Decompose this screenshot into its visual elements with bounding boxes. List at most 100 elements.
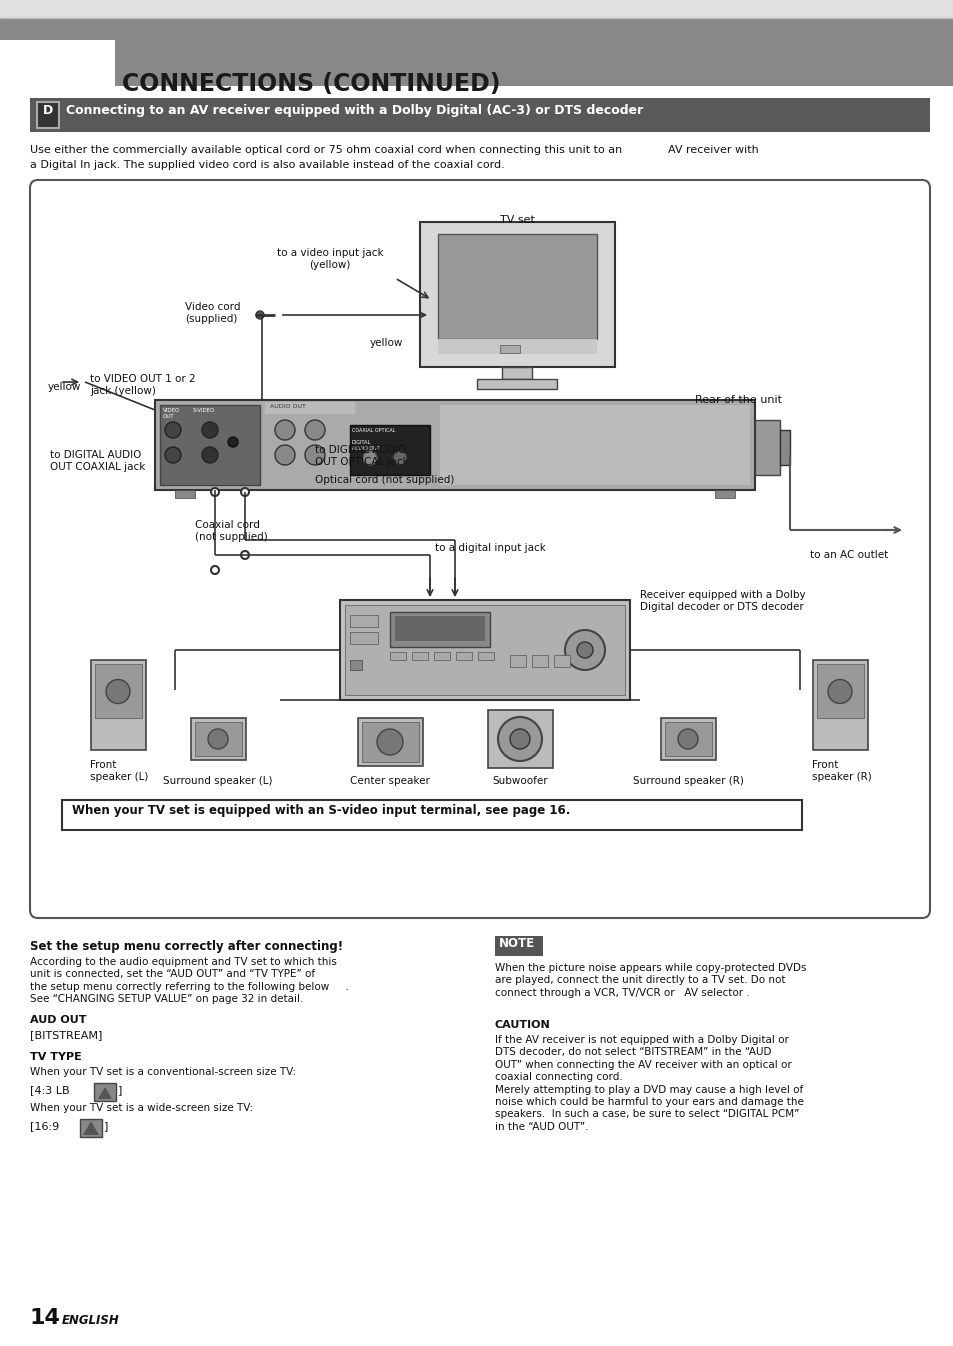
Bar xyxy=(660,717,716,760)
Bar xyxy=(390,651,406,660)
Bar xyxy=(495,935,542,956)
Bar xyxy=(174,490,194,498)
Text: Set the setup menu correctly after connecting!: Set the setup menu correctly after conne… xyxy=(30,940,343,953)
Circle shape xyxy=(255,311,264,319)
Text: to an AC outlet: to an AC outlet xyxy=(809,551,887,560)
Text: CONNECTIONS (CONTINUED): CONNECTIONS (CONTINUED) xyxy=(122,71,500,96)
Bar xyxy=(390,612,490,647)
Bar xyxy=(816,664,863,717)
Circle shape xyxy=(305,446,325,464)
Text: AUDIO OUT: AUDIO OUT xyxy=(270,404,306,409)
Bar xyxy=(477,651,494,660)
Text: Center speaker: Center speaker xyxy=(350,777,430,786)
Bar xyxy=(664,721,711,756)
Text: COAXIAL OPTICAL: COAXIAL OPTICAL xyxy=(352,428,395,433)
Text: to DIGITAL AUDIO
OUT COAXIAL jack: to DIGITAL AUDIO OUT COAXIAL jack xyxy=(50,450,145,472)
Circle shape xyxy=(827,680,851,704)
Bar xyxy=(0,40,115,86)
Text: If the AV receiver is not equipped with a Dolby Digital or
DTS decoder, do not s: If the AV receiver is not equipped with … xyxy=(495,1035,803,1132)
Circle shape xyxy=(564,630,604,670)
Bar xyxy=(194,721,242,756)
Bar xyxy=(754,420,780,475)
Text: TV set: TV set xyxy=(499,215,534,225)
Text: Coaxial cord
(not supplied): Coaxial cord (not supplied) xyxy=(194,520,268,542)
Bar xyxy=(350,615,377,627)
Bar xyxy=(361,721,418,762)
Text: to DIGITAL AUDIO
OUT OPTICAL jack: to DIGITAL AUDIO OUT OPTICAL jack xyxy=(314,446,408,467)
Circle shape xyxy=(241,551,249,559)
Circle shape xyxy=(497,717,541,760)
Circle shape xyxy=(211,489,219,495)
Circle shape xyxy=(274,446,294,464)
Circle shape xyxy=(510,730,530,748)
Text: to a video input jack
(yellow): to a video input jack (yellow) xyxy=(276,248,383,271)
Bar xyxy=(395,616,484,641)
Bar xyxy=(350,633,377,643)
Circle shape xyxy=(678,730,698,748)
Bar xyxy=(532,656,547,668)
Text: When your TV set is a wide-screen size TV:: When your TV set is a wide-screen size T… xyxy=(30,1102,253,1113)
Bar xyxy=(476,380,557,389)
Circle shape xyxy=(305,420,325,440)
Polygon shape xyxy=(98,1088,112,1098)
Text: S-VIDEO: S-VIDEO xyxy=(193,408,215,413)
Bar xyxy=(439,405,749,485)
Bar xyxy=(554,656,569,668)
Circle shape xyxy=(202,423,218,437)
Text: [4:3 LB: [4:3 LB xyxy=(30,1085,70,1096)
FancyBboxPatch shape xyxy=(30,180,929,918)
Circle shape xyxy=(165,447,181,463)
Text: ENGLISH: ENGLISH xyxy=(62,1314,120,1327)
Bar xyxy=(714,490,734,498)
Bar xyxy=(0,17,953,86)
Text: Subwoofer: Subwoofer xyxy=(492,777,547,786)
Text: AUD OUT: AUD OUT xyxy=(30,1015,87,1026)
Circle shape xyxy=(393,451,407,464)
Circle shape xyxy=(228,437,237,447)
Text: Rear of the unit: Rear of the unit xyxy=(695,394,781,405)
Text: Receiver equipped with a Dolby
Digital decoder or DTS decoder: Receiver equipped with a Dolby Digital d… xyxy=(639,590,804,612)
Bar xyxy=(350,425,430,475)
Bar xyxy=(350,660,361,670)
Text: DIGITAL
AUDIO OUT: DIGITAL AUDIO OUT xyxy=(352,440,379,451)
Bar xyxy=(437,339,597,354)
Text: to VIDEO OUT 1 or 2
jack (yellow): to VIDEO OUT 1 or 2 jack (yellow) xyxy=(90,374,195,397)
Bar xyxy=(510,656,525,668)
Bar xyxy=(345,604,624,695)
Circle shape xyxy=(376,730,402,755)
Bar xyxy=(154,400,754,490)
Text: [BITSTREAM]: [BITSTREAM] xyxy=(30,1030,102,1040)
Circle shape xyxy=(577,642,593,658)
Bar xyxy=(37,102,59,128)
Bar xyxy=(456,651,472,660)
Circle shape xyxy=(165,423,181,437)
Bar xyxy=(412,651,428,660)
Bar xyxy=(437,234,597,339)
Bar xyxy=(30,98,929,132)
Text: TV TYPE: TV TYPE xyxy=(30,1053,82,1062)
Text: When your TV set is a conventional-screen size TV:: When your TV set is a conventional-scree… xyxy=(30,1067,295,1077)
Text: Front
speaker (R): Front speaker (R) xyxy=(811,760,871,782)
Text: yellow: yellow xyxy=(48,382,81,392)
Bar xyxy=(419,222,615,367)
Text: NOTE: NOTE xyxy=(498,937,535,950)
Text: ]: ] xyxy=(104,1121,109,1131)
Circle shape xyxy=(106,680,130,704)
Bar xyxy=(62,800,801,830)
Bar xyxy=(94,1084,116,1101)
Circle shape xyxy=(208,730,228,748)
Text: Use either the commercially available optical cord or 75 ohm coaxial cord when c: Use either the commercially available op… xyxy=(30,145,621,155)
Bar xyxy=(501,367,532,380)
Circle shape xyxy=(202,447,218,463)
Bar xyxy=(191,717,246,760)
Bar xyxy=(339,600,629,700)
Bar xyxy=(80,1119,102,1137)
Circle shape xyxy=(211,567,219,573)
Text: Optical cord (not supplied): Optical cord (not supplied) xyxy=(314,475,454,485)
Bar xyxy=(95,664,142,717)
Bar xyxy=(160,405,260,485)
Circle shape xyxy=(241,489,249,495)
Bar xyxy=(265,402,355,415)
Text: to a digital input jack: to a digital input jack xyxy=(435,542,545,553)
Bar xyxy=(91,660,146,750)
